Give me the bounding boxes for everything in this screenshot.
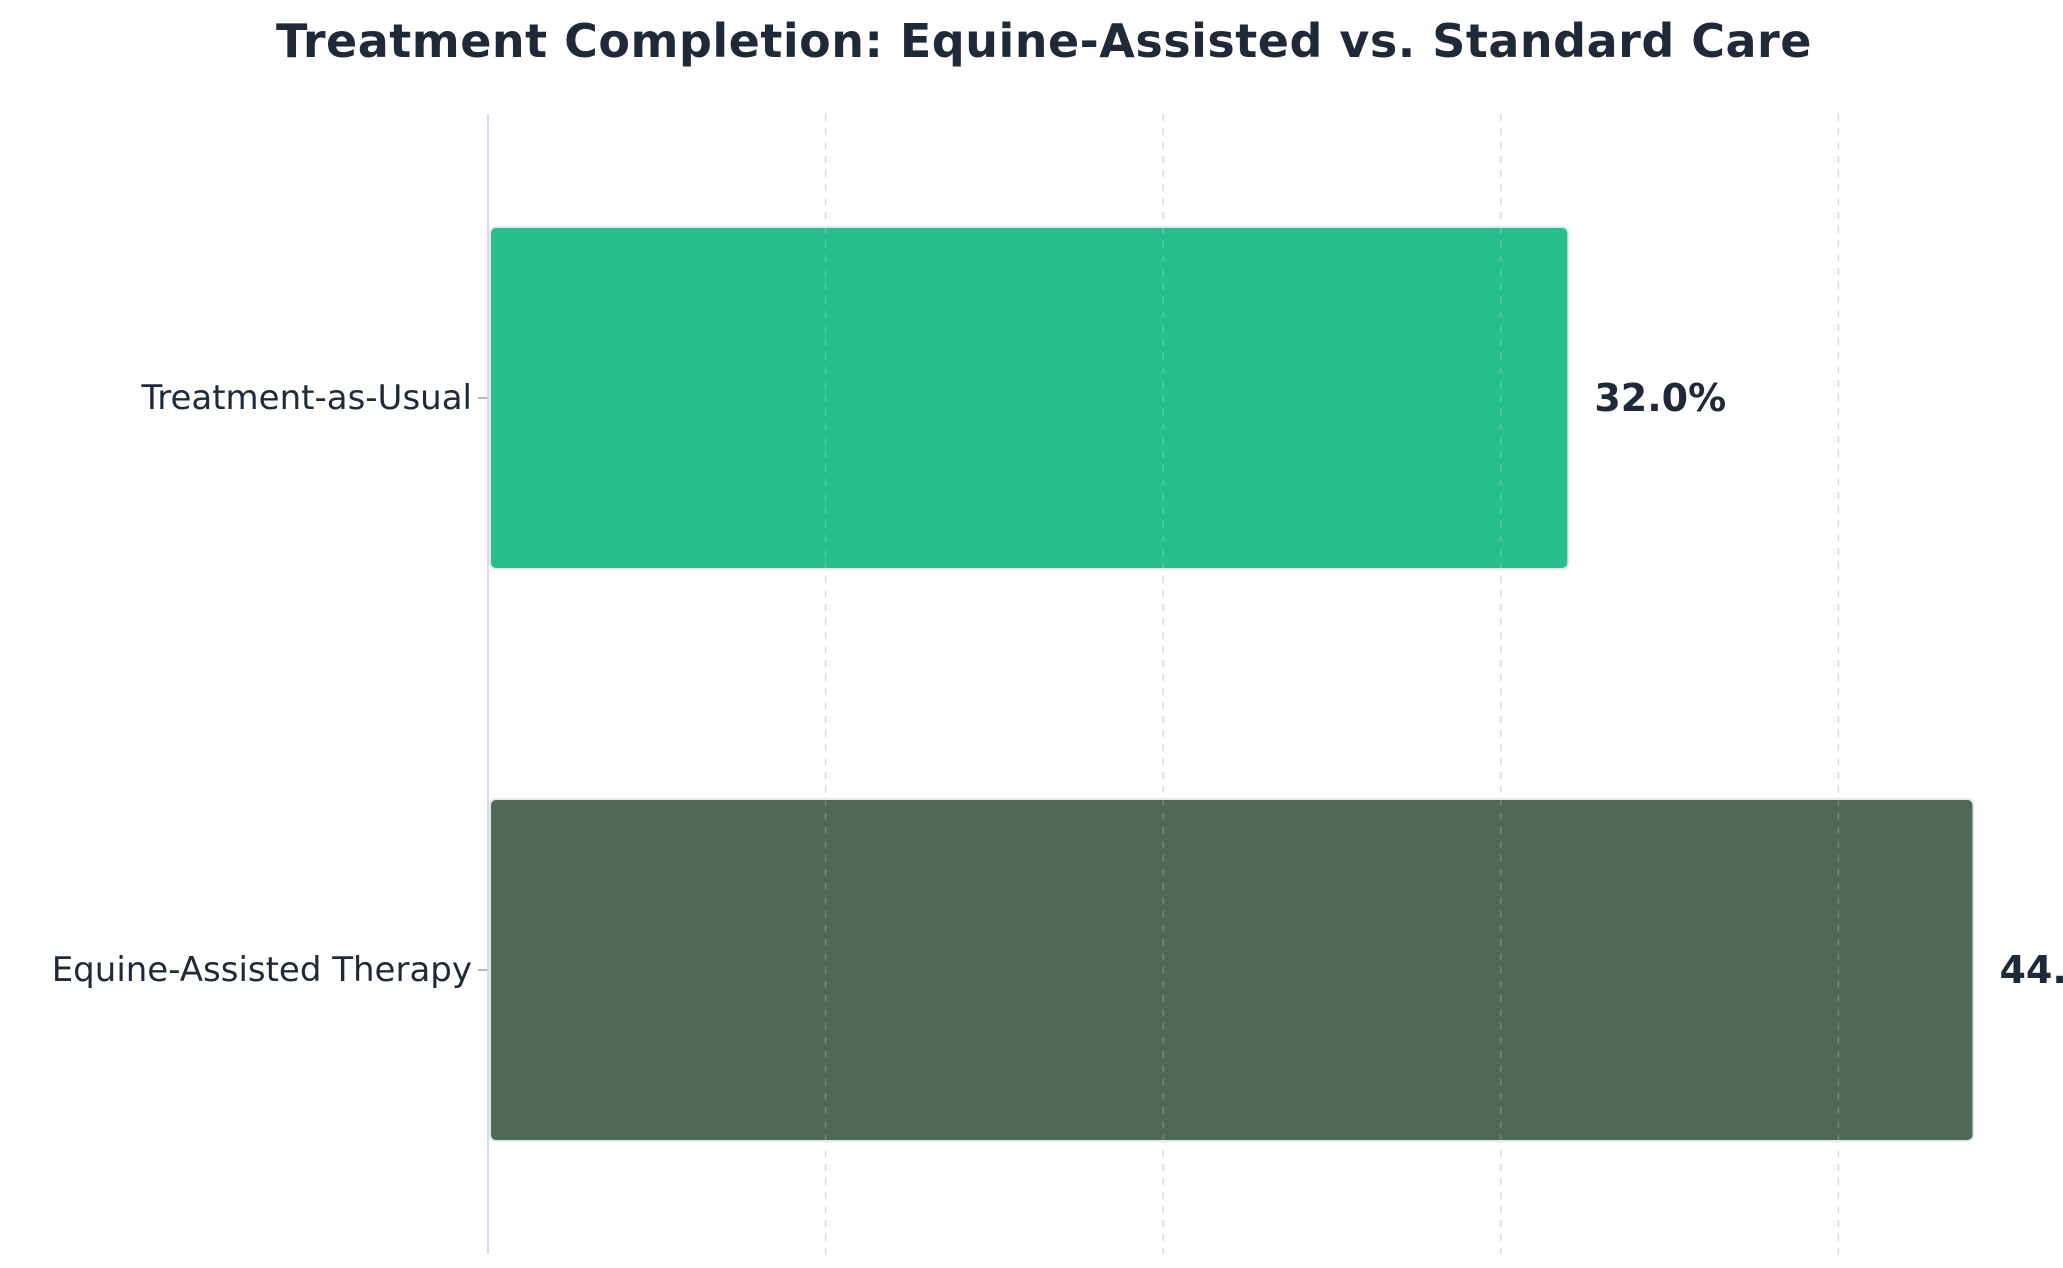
data-label: 44.0% <box>1999 948 2063 992</box>
bars <box>489 226 1975 1142</box>
labels: Treatment-as-Usual 32.0% Equine-Assisted T… <box>52 376 2063 992</box>
y-axis <box>478 114 489 1254</box>
bar <box>489 226 1570 570</box>
gridlines-overlay <box>824 227 1840 1141</box>
bar <box>489 798 1975 1142</box>
y-tick-label: Treatment-as-Usual <box>140 378 472 418</box>
chart-title: Treatment Completion: Equine-Assisted vs… <box>276 14 1812 68</box>
y-tick-label: Equine-Assisted Therapy <box>52 950 472 990</box>
data-label: 32.0% <box>1594 376 1726 420</box>
